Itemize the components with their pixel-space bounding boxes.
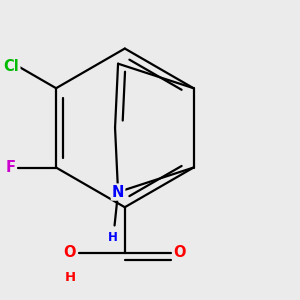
Text: N: N xyxy=(112,184,124,200)
Text: O: O xyxy=(173,245,186,260)
Text: O: O xyxy=(64,245,76,260)
Text: Cl: Cl xyxy=(4,59,19,74)
Text: F: F xyxy=(5,160,15,175)
Text: H: H xyxy=(108,231,118,244)
Text: H: H xyxy=(64,271,75,284)
